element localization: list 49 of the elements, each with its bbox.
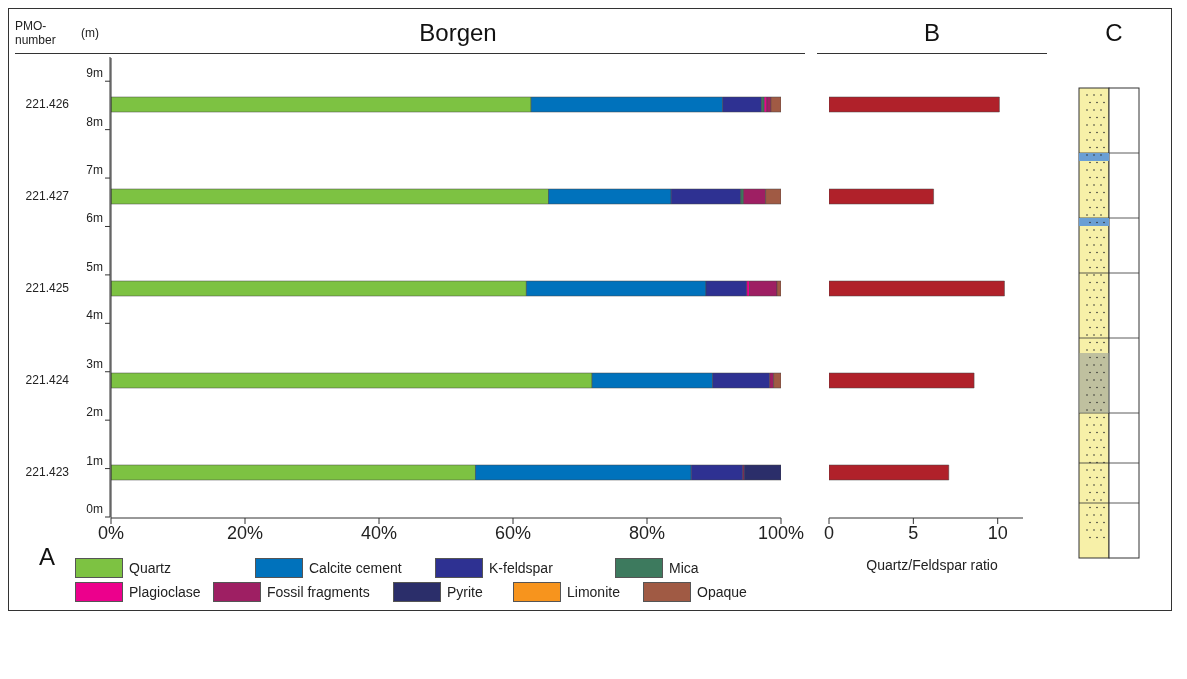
x-tick-label: 60% [494, 522, 532, 543]
y2-tick-label: 7m [86, 163, 103, 178]
bar [749, 280, 778, 297]
y-tick-label: 221.425 [25, 281, 70, 295]
y2-axis-title: (m) [81, 26, 100, 40]
y2-tick-label: 4m [86, 308, 103, 323]
x-tick-label: 40% [360, 522, 398, 543]
y2-tick-label: 2m [86, 405, 103, 420]
bar [829, 96, 1000, 113]
legend-label: Quartz [128, 559, 172, 578]
x-tick-label: 0 [823, 522, 835, 543]
bar [773, 372, 781, 389]
bar [829, 280, 1005, 297]
text: A [39, 543, 56, 571]
bar [829, 464, 950, 481]
text: C [1104, 18, 1124, 48]
legend-label: Fossil fragments [266, 583, 371, 602]
y2-tick-label: 8m [86, 114, 103, 129]
chart-title: B [923, 19, 941, 47]
legend-label: Limonite [566, 583, 621, 602]
x-axis-title: Quartz/Feldspar ratio [865, 557, 999, 573]
x-tick-label: 0% [97, 522, 125, 543]
bar [829, 372, 975, 389]
y2-tick-label: 1m [86, 453, 103, 468]
legend-label: K-feldspar [488, 559, 554, 578]
x-tick-label: 5 [908, 522, 919, 543]
x-tick-label: 20% [226, 522, 264, 543]
y-axis-title: PMO-number [15, 19, 57, 47]
y-tick-label: 221.423 [25, 465, 70, 479]
x-tick-label: 80% [628, 522, 666, 543]
y2-tick-label: 0m [86, 502, 103, 516]
legend-label: Pyrite [446, 583, 484, 602]
y-tick-label: 221.426 [25, 97, 70, 111]
y2-tick-label: 3m [86, 356, 103, 371]
legend-label: Mica [668, 559, 700, 578]
chart-title: Borgen [418, 19, 498, 47]
y-tick-label: 221.424 [25, 373, 70, 387]
x-tick-label: 10 [987, 522, 1008, 543]
bar [770, 96, 781, 113]
bar [829, 188, 934, 205]
legend-label: Opaque [696, 583, 748, 602]
y2-tick-label: 6m [86, 211, 103, 226]
legend-label: Plagioclase [128, 583, 202, 602]
y2-tick-label: 9m [86, 66, 103, 81]
y-tick-label: 221.427 [25, 189, 70, 203]
legend-label: Calcite cement [308, 559, 403, 578]
y2-tick-label: 5m [86, 259, 103, 274]
bar [743, 464, 781, 481]
x-tick-label: 100% [757, 522, 805, 543]
